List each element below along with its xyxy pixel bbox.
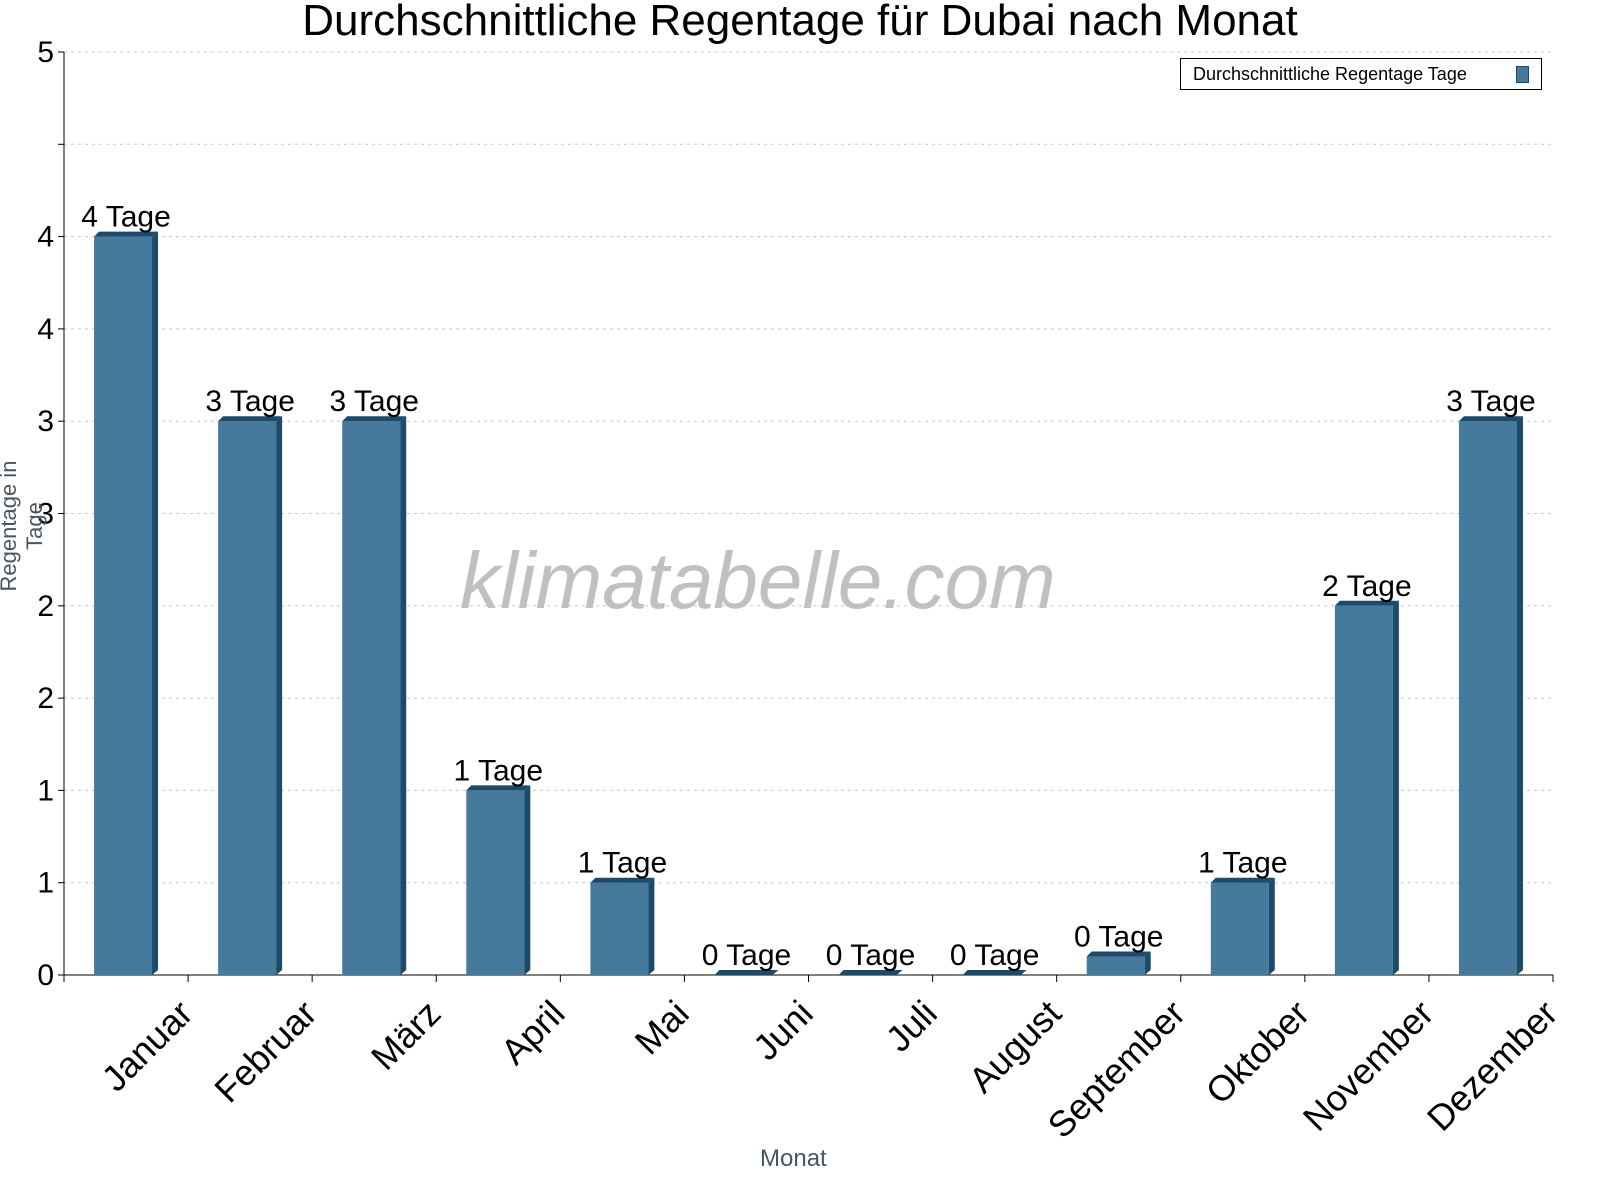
x-tick-label: Februar — [206, 992, 324, 1110]
bar — [1334, 605, 1393, 975]
data-label: 0 Tage — [826, 939, 916, 972]
bar-top — [1086, 951, 1151, 957]
watermark: klimatabelle.com — [460, 536, 1056, 625]
bar — [342, 421, 401, 975]
x-tick-label: August — [961, 992, 1069, 1100]
x-tick-label: Dezember — [1419, 992, 1565, 1138]
bar-top — [962, 970, 1027, 975]
y-tick-label: 2 — [37, 682, 54, 715]
bar-top — [714, 970, 779, 975]
x-tick-label: Januar — [94, 992, 201, 1099]
y-tick-label: 4 — [37, 221, 54, 254]
data-label: 3 Tage — [329, 385, 419, 418]
bar-top — [590, 877, 655, 883]
bar-top — [94, 231, 159, 237]
bar — [1086, 956, 1145, 975]
x-tick-label: Juni — [745, 992, 821, 1068]
bar-side — [1144, 951, 1151, 975]
data-label: 1 Tage — [578, 847, 668, 880]
y-tick-label: 5 — [37, 36, 54, 69]
bar-top — [218, 416, 283, 422]
bar-side — [400, 416, 407, 975]
y-tick-label: 1 — [37, 774, 54, 807]
x-tick-label: April — [493, 992, 573, 1072]
legend-swatch — [1516, 66, 1529, 83]
bar — [1458, 421, 1517, 975]
bar-top — [838, 970, 903, 975]
data-label: 4 Tage — [81, 201, 171, 234]
bar — [590, 882, 649, 975]
legend: Durchschnittliche Regentage Tage — [1180, 58, 1542, 90]
bar-top — [1458, 416, 1523, 422]
data-label: 2 Tage — [1322, 570, 1412, 603]
data-label: 1 Tage — [1198, 847, 1288, 880]
chart-title: Durchschnittliche Regentage für Dubai na… — [302, 0, 1298, 45]
data-label: 1 Tage — [454, 754, 544, 787]
data-label: 3 Tage — [205, 385, 295, 418]
bar-side — [524, 785, 531, 975]
bar — [1210, 882, 1269, 975]
bar-top — [466, 785, 531, 791]
x-tick-label: November — [1295, 992, 1441, 1138]
bar-side — [152, 231, 159, 976]
bar — [466, 790, 525, 975]
y-axis-label: Regentage in Tage — [0, 460, 47, 592]
legend-label: Durchschnittliche Regentage Tage — [1193, 64, 1467, 84]
x-tick-label: März — [363, 992, 449, 1078]
data-label: 0 Tage — [1074, 921, 1164, 954]
bar — [218, 421, 277, 975]
x-tick-label: Mai — [627, 992, 697, 1062]
bar-side — [648, 877, 655, 975]
y-tick-label: 1 — [37, 867, 54, 900]
data-label: 0 Tage — [950, 939, 1040, 972]
y-tick-label: 3 — [37, 498, 54, 531]
data-label: 0 Tage — [702, 939, 792, 972]
y-tick-label: 2 — [37, 590, 54, 623]
bar-side — [1392, 600, 1399, 975]
x-axis-label: Monat — [760, 1145, 827, 1172]
bar-top — [342, 416, 407, 422]
data-label: 3 Tage — [1446, 385, 1536, 418]
bar-side — [1268, 877, 1275, 975]
x-tick-label: Juli — [878, 992, 945, 1059]
bar-side — [1516, 416, 1523, 975]
bar-top — [1334, 600, 1399, 606]
bar-top — [1210, 877, 1275, 883]
y-tick-label: 3 — [37, 405, 54, 438]
y-tick-label: 0 — [37, 959, 54, 992]
bar — [94, 236, 153, 976]
bar-side — [276, 416, 283, 975]
y-tick-label: 4 — [37, 313, 54, 346]
x-tick-label: Oktober — [1198, 992, 1318, 1112]
